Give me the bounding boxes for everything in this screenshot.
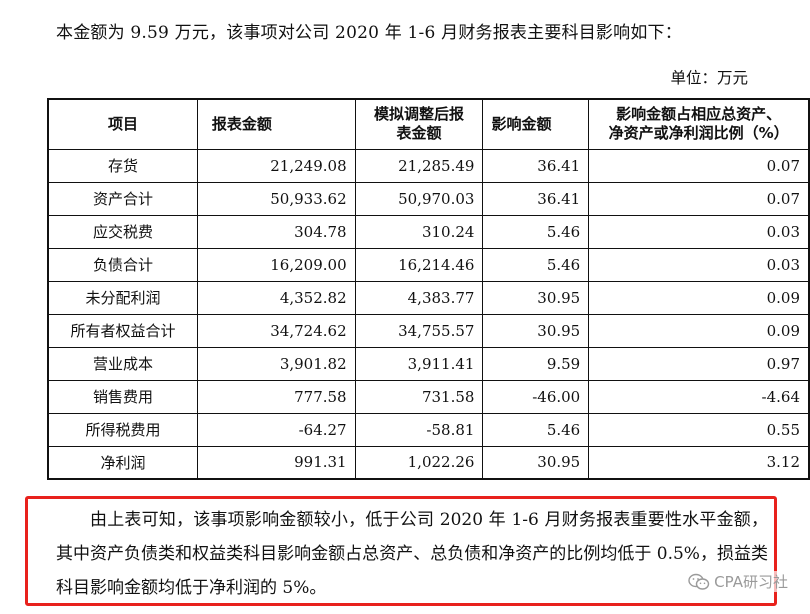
cell-adjusted: 4,383.77 — [354, 280, 484, 315]
cell-item: 净利润 — [47, 445, 198, 480]
table-row: 应交税费 304.78 310.24 5.46 0.03 — [47, 214, 810, 249]
header-reported-amount: 报表金额 — [196, 98, 356, 150]
cell-impact: 5.46 — [482, 214, 590, 249]
intro-paragraph: 本金额为 9.59 万元，该事项对公司 2020 年 1-6 月财务报表主要科目… — [56, 23, 682, 43]
header-adjusted-line-1: 模拟调整后报 — [374, 105, 465, 124]
cell-item: 资产合计 — [47, 181, 198, 216]
cell-impact: 30.95 — [482, 280, 590, 315]
cell-adjusted: 310.24 — [354, 214, 484, 249]
cell-item: 负债合计 — [47, 247, 198, 282]
cell-reported: 304.78 — [196, 214, 356, 249]
cell-ratio: 0.07 — [588, 148, 810, 183]
cell-item: 存货 — [47, 148, 198, 183]
cell-adjusted: 34,755.57 — [354, 313, 484, 348]
table-row: 负债合计 16,209.00 16,214.46 5.46 0.03 — [47, 247, 810, 282]
cell-reported: -64.27 — [196, 412, 356, 447]
cell-reported: 16,209.00 — [196, 247, 356, 282]
conclusion-paragraph: 由上表可知，该事项影响金额较小，低于公司 2020 年 1-6 月财务报表重要性… — [56, 510, 768, 598]
cell-adjusted: 50,970.03 — [354, 181, 484, 216]
cell-impact: -46.00 — [482, 379, 590, 414]
cell-ratio: 0.03 — [588, 214, 810, 249]
cell-reported: 991.31 — [196, 445, 356, 480]
cell-adjusted: -58.81 — [354, 412, 484, 447]
header-impact-amount: 影响金额 — [482, 98, 590, 150]
watermark-text: CPA研习社 — [714, 573, 788, 591]
financial-impact-table: 项目 报表金额 模拟调整后报 表金额 影响金额 影响金额占相应总资产、 净资产或… — [47, 98, 810, 480]
cell-adjusted: 21,285.49 — [354, 148, 484, 183]
table-row: 资产合计 50,933.62 50,970.03 36.41 0.07 — [47, 181, 810, 216]
cell-impact: 30.95 — [482, 313, 590, 348]
source-watermark: CPA研习社 — [688, 571, 788, 592]
wechat-icon — [688, 573, 710, 590]
header-impact-ratio: 影响金额占相应总资产、 净资产或净利润比例（%） — [588, 98, 810, 150]
cell-impact: 36.41 — [482, 181, 590, 216]
table-row: 所得税费用 -64.27 -58.81 5.46 0.55 — [47, 412, 810, 447]
cell-impact: 5.46 — [482, 247, 590, 282]
header-ratio-line-1: 影响金额占相应总资产、 — [616, 105, 782, 124]
cell-ratio: 0.97 — [588, 346, 810, 381]
cell-ratio: 0.09 — [588, 313, 810, 348]
cell-item: 应交税费 — [47, 214, 198, 249]
header-adjusted-line-2: 表金额 — [396, 124, 442, 143]
table-row: 所有者权益合计 34,724.62 34,755.57 30.95 0.09 — [47, 313, 810, 348]
cell-impact: 5.46 — [482, 412, 590, 447]
cell-impact: 9.59 — [482, 346, 590, 381]
table-row: 净利润 991.31 1,022.26 30.95 3.12 — [47, 445, 810, 480]
table-header-row: 项目 报表金额 模拟调整后报 表金额 影响金额 影响金额占相应总资产、 净资产或… — [47, 98, 810, 150]
cell-item: 营业成本 — [47, 346, 198, 381]
cell-adjusted: 1,022.26 — [354, 445, 484, 480]
cell-ratio: 3.12 — [588, 445, 810, 480]
cell-reported: 777.58 — [196, 379, 356, 414]
cell-reported: 4,352.82 — [196, 280, 356, 315]
cell-item: 所有者权益合计 — [47, 313, 198, 348]
cell-adjusted: 731.58 — [354, 379, 484, 414]
table-row: 销售费用 777.58 731.58 -46.00 -4.64 — [47, 379, 810, 414]
table-row: 存货 21,249.08 21,285.49 36.41 0.07 — [47, 148, 810, 183]
cell-adjusted: 16,214.46 — [354, 247, 484, 282]
cell-item: 销售费用 — [47, 379, 198, 414]
cell-impact: 30.95 — [482, 445, 590, 480]
cell-impact: 36.41 — [482, 148, 590, 183]
unit-label: 单位：万元 — [670, 69, 748, 87]
cell-item: 所得税费用 — [47, 412, 198, 447]
cell-reported: 34,724.62 — [196, 313, 356, 348]
cell-ratio: -4.64 — [588, 379, 810, 414]
cell-item: 未分配利润 — [47, 280, 198, 315]
table-row: 营业成本 3,901.82 3,911.41 9.59 0.97 — [47, 346, 810, 381]
conclusion-highlight-box: 由上表可知，该事项影响金额较小，低于公司 2020 年 1-6 月财务报表重要性… — [25, 496, 777, 606]
cell-ratio: 0.07 — [588, 181, 810, 216]
table-body: 存货 21,249.08 21,285.49 36.41 0.07 资产合计 50,933.… — [47, 148, 810, 480]
cell-ratio: 0.55 — [588, 412, 810, 447]
cell-ratio: 0.03 — [588, 247, 810, 282]
cell-reported: 21,249.08 — [196, 148, 356, 183]
header-ratio-line-2: 净资产或净利润比例（%） — [608, 124, 789, 143]
table-row: 未分配利润 4,352.82 4,383.77 30.95 0.09 — [47, 280, 810, 315]
header-adjusted-amount: 模拟调整后报 表金额 — [354, 98, 484, 150]
header-item: 项目 — [47, 98, 198, 150]
cell-adjusted: 3,911.41 — [354, 346, 484, 381]
cell-reported: 50,933.62 — [196, 181, 356, 216]
cell-ratio: 0.09 — [588, 280, 810, 315]
cell-reported: 3,901.82 — [196, 346, 356, 381]
